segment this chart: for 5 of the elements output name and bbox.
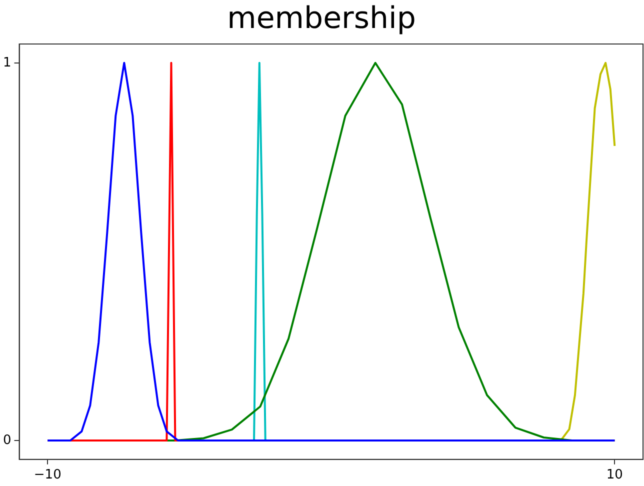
x-tick-label: 10 bbox=[606, 468, 623, 483]
chart-title: membership bbox=[227, 0, 416, 36]
y-tick-label: 1 bbox=[2, 55, 12, 70]
x-tick-label: −10 bbox=[34, 468, 62, 483]
y-tick-label: 0 bbox=[2, 432, 12, 448]
